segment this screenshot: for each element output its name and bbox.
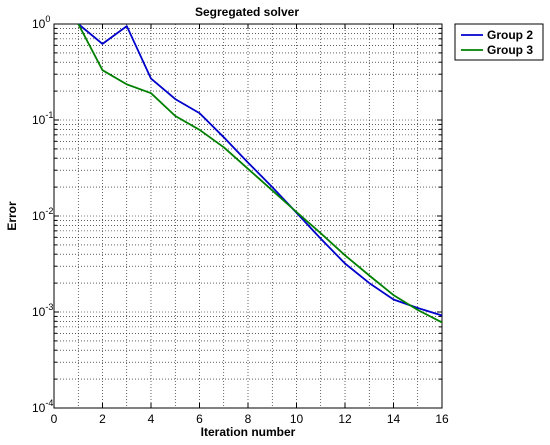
x-tick-label: 4 bbox=[148, 412, 155, 426]
series-lines bbox=[77, 23, 443, 324]
legend-box bbox=[454, 23, 544, 61]
legend-label: Group 3 bbox=[487, 43, 533, 57]
x-tick-label: 14 bbox=[387, 412, 401, 426]
axis-ticks: 0 2 4 6 8 10 12 14 16 100 10-1 10-2 10-3 10-4 bbox=[32, 14, 449, 426]
x-tick-label: 10 bbox=[290, 412, 304, 426]
x-tick-label: 2 bbox=[99, 412, 106, 426]
x-tick-label: 16 bbox=[435, 412, 449, 426]
x-tick-label: 12 bbox=[338, 412, 352, 426]
legend-label: Group 2 bbox=[487, 28, 533, 42]
y-axis-label: Error bbox=[5, 201, 19, 231]
x-tick-label: 6 bbox=[196, 412, 203, 426]
y-tick-label: 10-3 bbox=[32, 302, 53, 319]
series-line-group-3 bbox=[77, 23, 443, 324]
y-tick-label: 10-2 bbox=[32, 206, 53, 223]
chart-title: Segregated solver bbox=[195, 5, 299, 19]
x-tick-label: 0 bbox=[51, 412, 58, 426]
grid bbox=[54, 24, 442, 408]
x-axis-label: Iteration number bbox=[201, 425, 296, 439]
series-line-group-2 bbox=[77, 23, 443, 317]
y-tick-label: 10-4 bbox=[32, 398, 53, 415]
x-tick-label: 8 bbox=[245, 412, 252, 426]
y-tick-label: 100 bbox=[32, 14, 50, 31]
y-tick-label: 10-1 bbox=[32, 110, 53, 127]
